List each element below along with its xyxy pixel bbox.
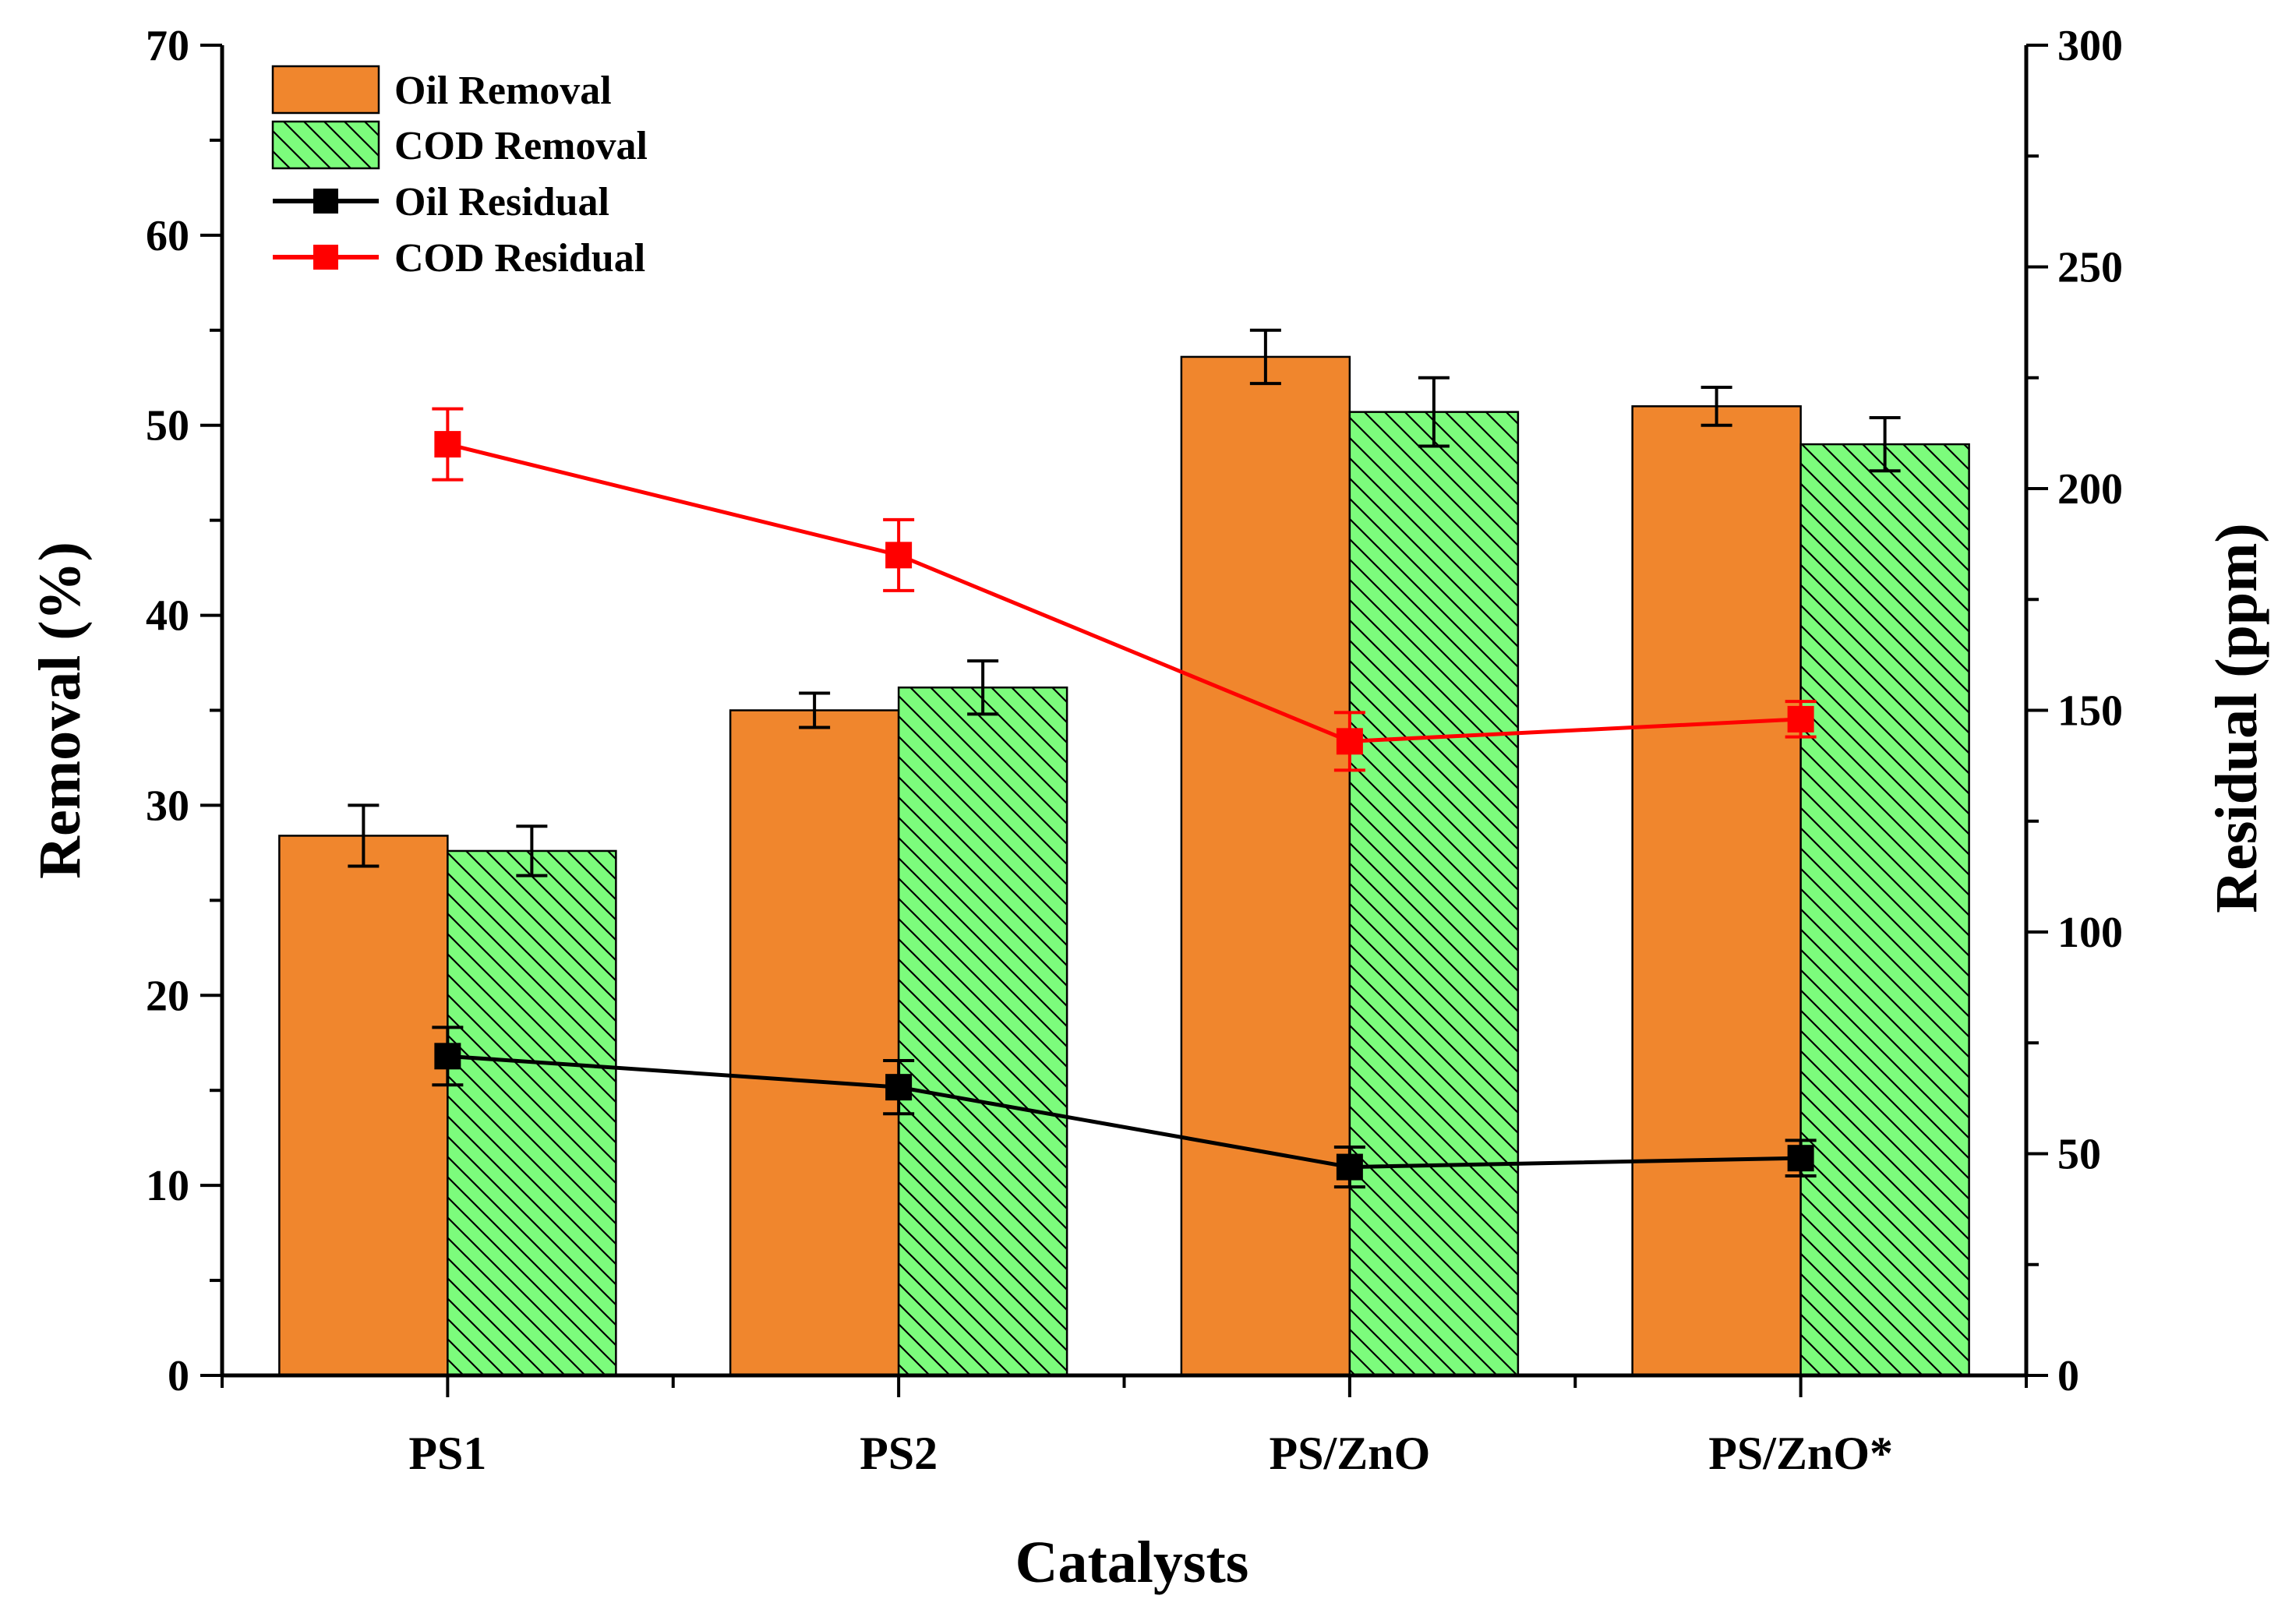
- y-tick-label-60: 60: [146, 212, 189, 260]
- legend-label-cod-residual: COD Residual: [394, 236, 645, 281]
- y2-tick-label-300: 300: [2057, 22, 2123, 70]
- point-oil-residual-0: [434, 1043, 461, 1070]
- bar-oil-removal-0: [278, 835, 449, 1377]
- bar-cod-removal-3: [1799, 443, 1970, 1377]
- y-tick-label-50: 50: [146, 402, 189, 450]
- y2-axis-title: Residual (ppm): [2204, 523, 2269, 913]
- y-tick-label-70: 70: [146, 22, 189, 70]
- error-bar-oil-removal-1: [799, 691, 831, 729]
- y-tick-label-30: 30: [146, 782, 189, 830]
- point-oil-residual-1: [885, 1074, 913, 1101]
- bar-cod-removal-2: [1348, 411, 1520, 1377]
- legend-label-oil-removal: Oil Removal: [394, 69, 612, 113]
- point-cod-residual-3: [1787, 705, 1814, 733]
- x-axis-title: Catalysts: [1015, 1530, 1249, 1595]
- error-bar-cod-removal-0: [516, 824, 548, 877]
- error-bar-oil-removal-2: [1249, 328, 1281, 386]
- error-bar-cod-removal-3: [1869, 415, 1901, 473]
- line-cod-residual: [447, 442, 1801, 743]
- y2-tick-label-50: 50: [2057, 1131, 2101, 1179]
- y2-tick-label-250: 250: [2057, 244, 2123, 292]
- bar-oil-removal-3: [1631, 405, 1802, 1377]
- x-tick-label-3: PS/ZnO*: [1708, 1428, 1893, 1479]
- bar-cod-removal-0: [447, 849, 617, 1377]
- y-tick-label-20: 20: [146, 972, 189, 1020]
- bar-oil-removal-1: [729, 709, 900, 1377]
- y2-tick-label-100: 100: [2057, 909, 2123, 957]
- legend-swatch-oil-removal: [271, 65, 380, 115]
- bar-cod-removal-1: [897, 686, 1068, 1377]
- x-tick-label-0: PS1: [408, 1428, 486, 1479]
- point-cod-residual-2: [1336, 728, 1363, 755]
- legend-marker-oil-residual: [313, 189, 338, 214]
- line-oil-residual: [447, 1054, 1801, 1170]
- y2-tick-label-200: 200: [2057, 465, 2123, 514]
- y-axis-title: Removal (%): [27, 542, 93, 879]
- error-bar-cod-removal-1: [967, 659, 999, 716]
- y2-tick-label-0: 0: [2057, 1352, 2079, 1400]
- point-oil-residual-2: [1336, 1153, 1363, 1181]
- y-tick-label-0: 0: [168, 1352, 189, 1400]
- legend: Oil Removal COD Removal Oil Residual COD Re…: [271, 65, 648, 281]
- point-oil-residual-3: [1787, 1145, 1814, 1172]
- legend-label-cod-removal: COD Removal: [394, 124, 648, 168]
- x-tick-label-1: PS2: [860, 1428, 938, 1479]
- bar-oil-removal-2: [1180, 355, 1351, 1377]
- point-cod-residual-0: [434, 431, 461, 458]
- x-tick-label-2: PS/ZnO: [1270, 1428, 1431, 1479]
- y-tick-label-40: 40: [146, 592, 189, 641]
- legend-marker-cod-residual: [313, 245, 338, 270]
- error-bar-oil-removal-0: [348, 803, 380, 868]
- error-bar-oil-removal-3: [1700, 385, 1732, 427]
- legend-label-oil-residual: Oil Residual: [394, 180, 609, 224]
- point-cod-residual-1: [885, 542, 913, 569]
- y-tick-label-10: 10: [146, 1162, 189, 1210]
- legend-swatch-cod-removal: [271, 120, 380, 170]
- y2-tick-label-150: 150: [2057, 687, 2123, 736]
- error-bar-cod-removal-2: [1418, 376, 1450, 448]
